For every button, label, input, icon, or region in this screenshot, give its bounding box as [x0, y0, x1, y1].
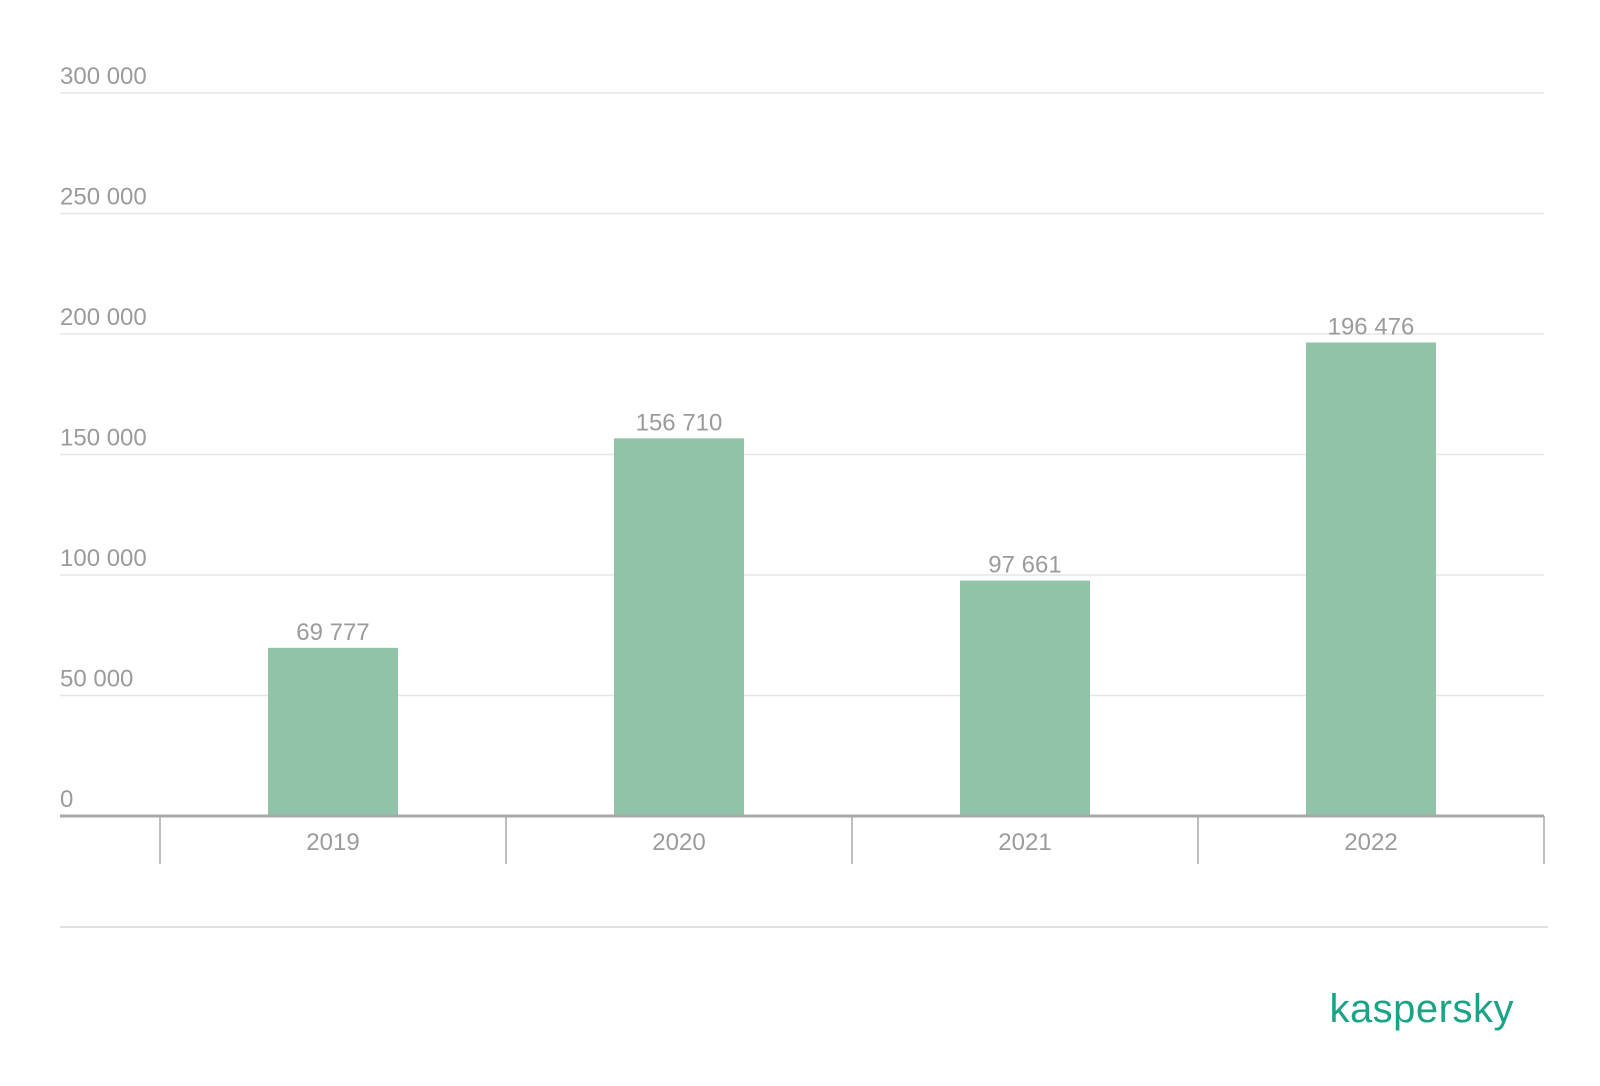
y-tick-label: 300 000 [60, 63, 147, 90]
x-axis [60, 814, 1545, 864]
bar-2022 [1306, 342, 1436, 816]
x-tick-label: 2021 [998, 829, 1051, 856]
x-axis-tick-labels: 2019 2020 2021 2022 [306, 829, 1397, 856]
x-tick-label: 2020 [652, 829, 705, 856]
bar-2021 [960, 580, 1090, 816]
bar-value-label: 196 476 [1328, 313, 1415, 340]
kaspersky-logo: kaspersky [1329, 987, 1514, 1031]
x-tick-label: 2019 [306, 829, 359, 856]
bar-value-label: 69 777 [296, 619, 369, 646]
bars [268, 342, 1436, 816]
bar-value-label: 156 710 [636, 409, 723, 436]
bar-2020 [614, 438, 744, 816]
y-tick-label: 200 000 [60, 304, 147, 331]
y-tick-label: 150 000 [60, 425, 147, 452]
bar-value-labels: 69 777 156 710 97 661 196 476 [296, 313, 1414, 645]
y-tick-label: 0 [60, 786, 73, 813]
y-tick-label: 100 000 [60, 545, 147, 572]
bar-2019 [268, 647, 398, 816]
y-tick-label: 50 000 [60, 666, 133, 693]
y-tick-label: 250 000 [60, 184, 147, 211]
y-axis-tick-labels: 0 50 000 100 000 150 000 200 000 250 000 300 0… [60, 63, 147, 813]
bar-value-label: 97 661 [988, 552, 1061, 579]
grid-lines [60, 92, 1544, 697]
x-tick-label: 2022 [1344, 829, 1397, 856]
